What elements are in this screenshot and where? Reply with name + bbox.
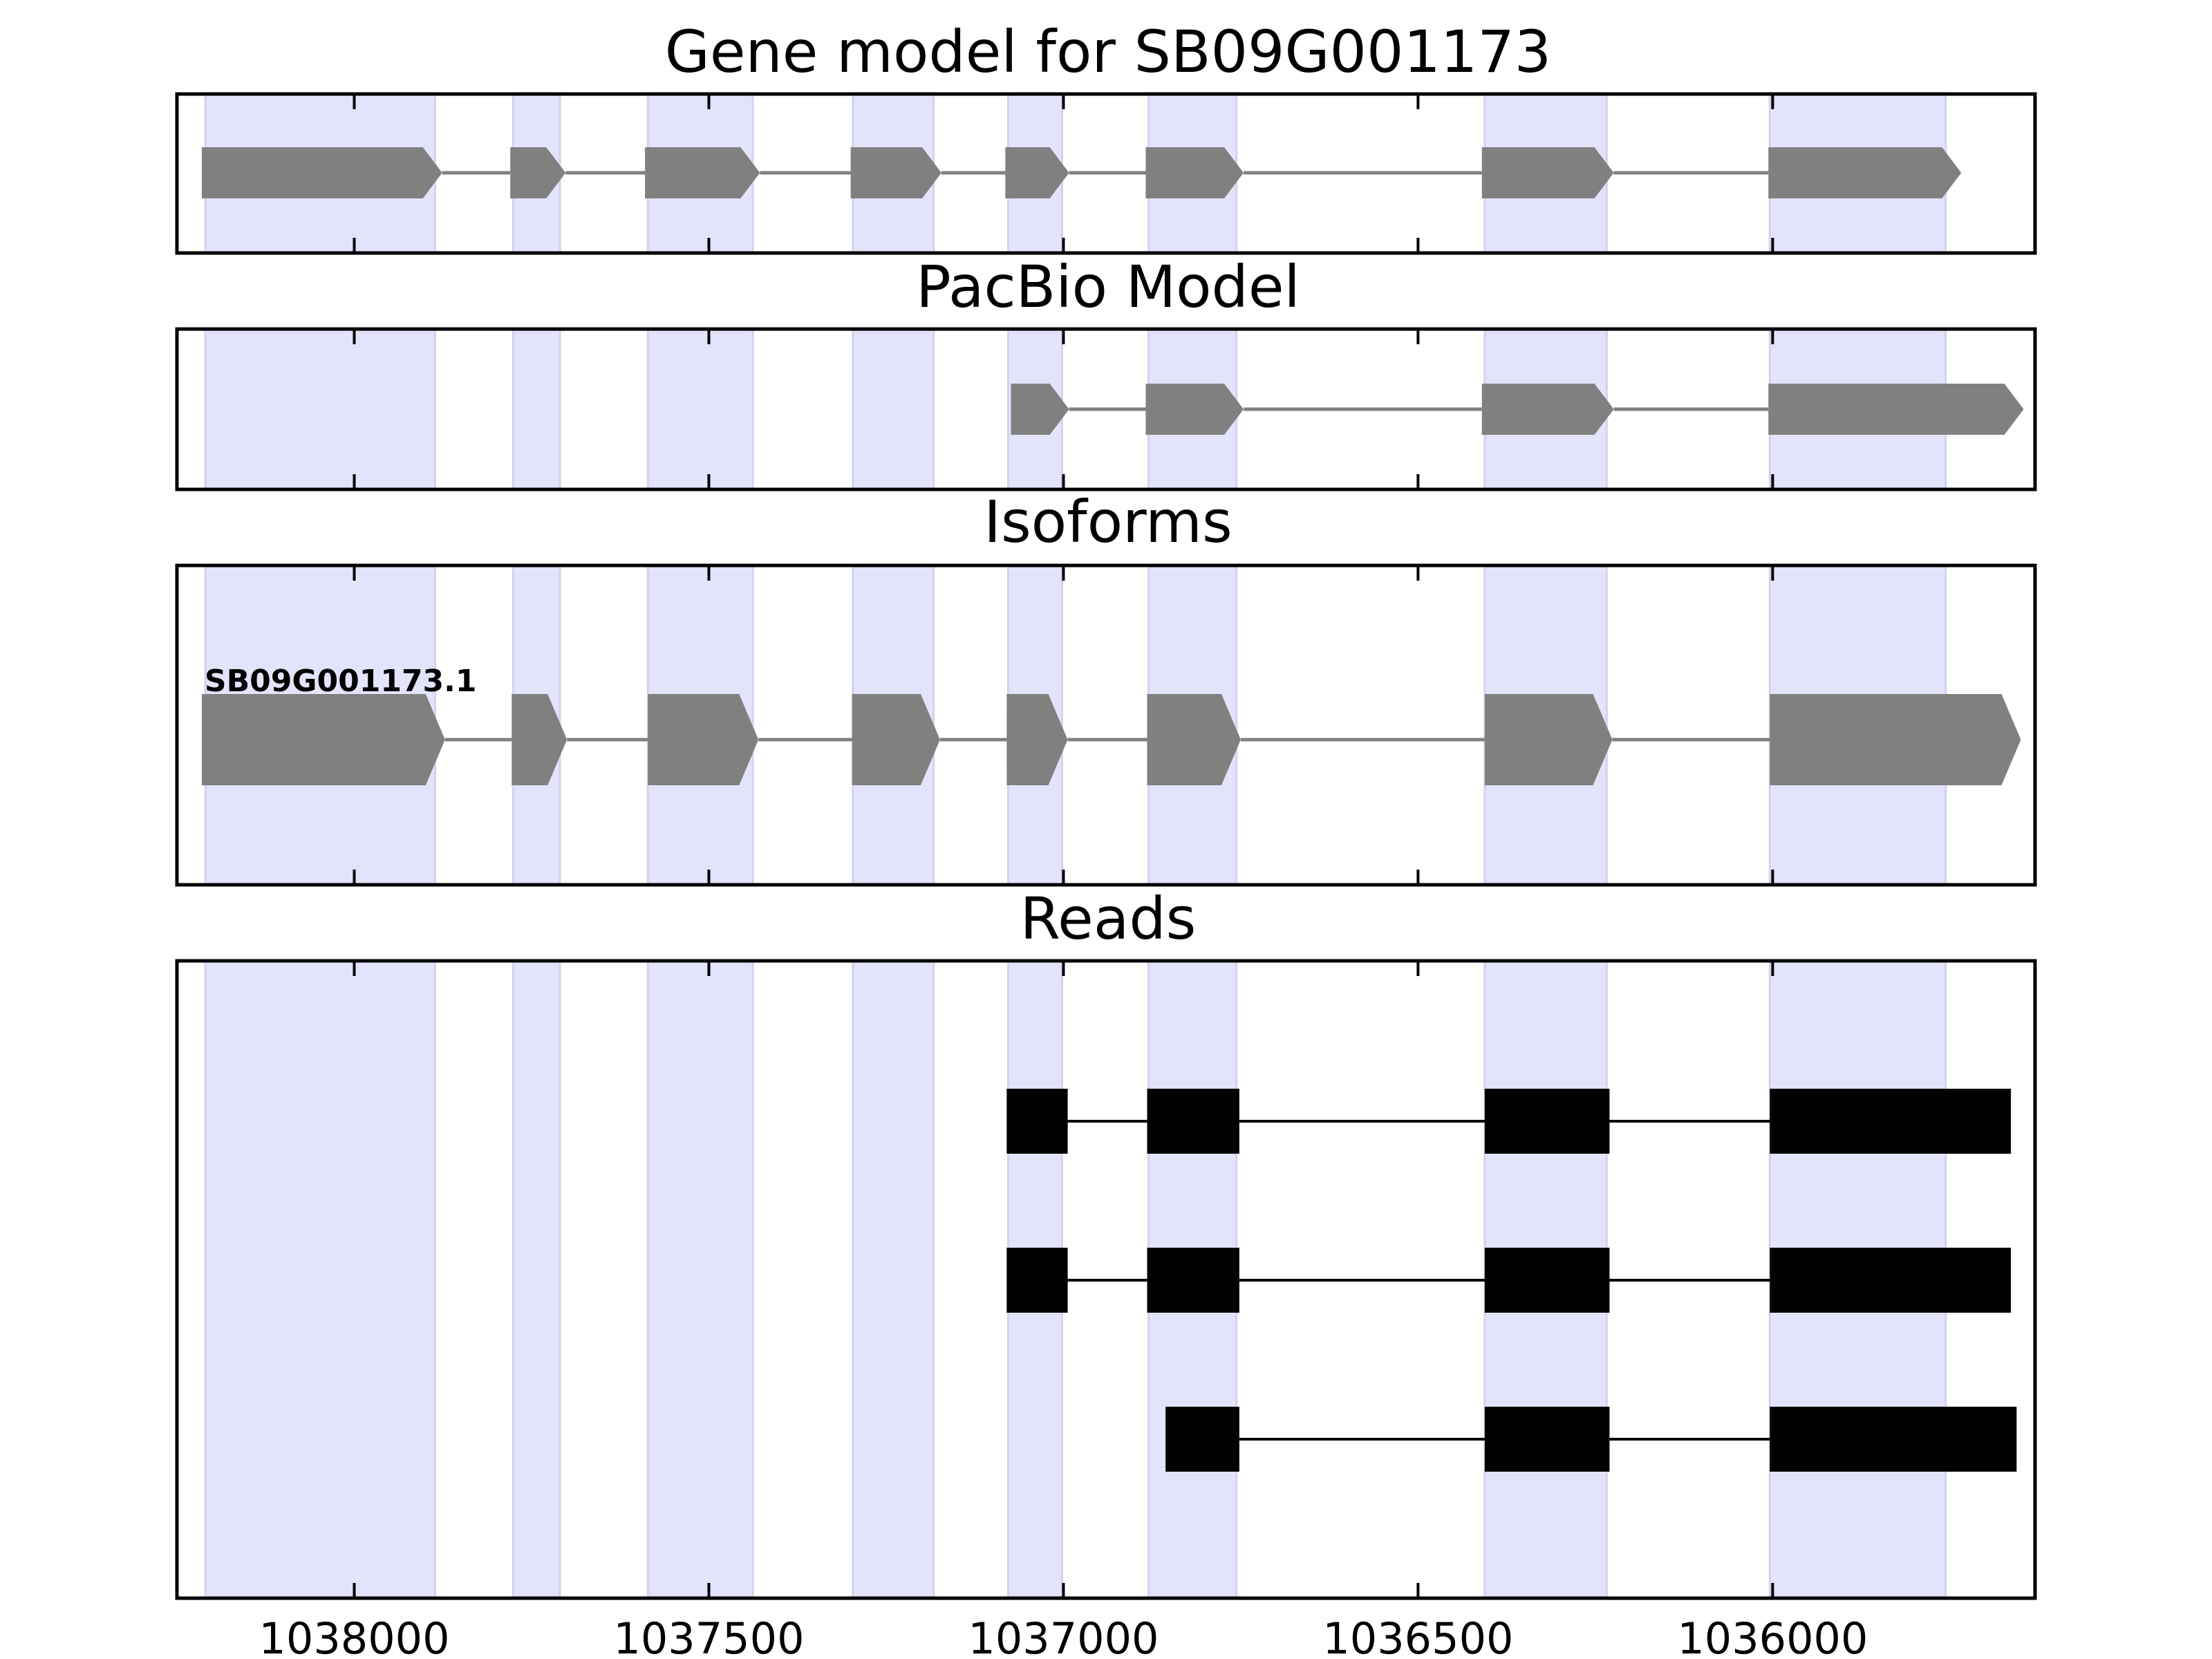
exon-arrow: [1481, 147, 1614, 198]
exon-arrow: [1145, 147, 1244, 198]
gene-model-panel: Gene model for SB09G001173: [175, 18, 2037, 255]
isoform-label: SB09G001173.1: [205, 664, 477, 699]
exon-arrow: [1768, 147, 1962, 198]
exon-arrow: [850, 147, 941, 198]
exon-highlight-band: [852, 328, 935, 491]
exon-arrow: [1770, 694, 2021, 785]
read-exon: [1770, 1089, 2012, 1154]
exon-arrow: [1011, 384, 1069, 435]
read-exon: [1770, 1407, 2017, 1472]
exon-highlight-band: [204, 959, 436, 1600]
isoforms-panel: Isoforms SB09G001173.1: [175, 488, 2037, 887]
gene-model-title: Gene model for SB09G001173: [665, 18, 1551, 86]
exon-arrow: [645, 147, 760, 198]
reads-title: Reads: [1020, 885, 1197, 953]
exon-arrow: [852, 694, 940, 785]
pacbio-model-title: PacBio Model: [916, 253, 1300, 321]
exon-highlight-band: [204, 328, 436, 491]
exon-highlight-band: [852, 959, 935, 1600]
exon-highlight-band: [646, 328, 754, 491]
exon-arrow: [512, 694, 568, 785]
exon-arrow: [1145, 384, 1244, 435]
exon-arrow: [1768, 384, 2024, 435]
exon-arrow: [1484, 694, 1613, 785]
isoforms-title: Isoforms: [984, 488, 1232, 556]
pacbio-model-panel: PacBio Model: [175, 253, 2037, 491]
read-exon: [1484, 1089, 1610, 1154]
read-exon: [1147, 1089, 1239, 1154]
panel-frame: [175, 92, 2037, 255]
exon-arrow: [510, 147, 566, 198]
read-exon: [1006, 1248, 1068, 1313]
x-axis: 1038000 1037500 1037000 1036500 1036000: [259, 1613, 1868, 1659]
x-tick-label: 1037500: [613, 1613, 804, 1659]
exon-arrow: [1147, 694, 1241, 785]
x-tick-label: 1037000: [968, 1613, 1159, 1659]
x-tick-label: 1036500: [1322, 1613, 1513, 1659]
read-exon: [1770, 1248, 2012, 1313]
exon-arrow: [648, 694, 759, 785]
reads-panel: Reads: [175, 885, 2037, 1600]
panel-frame: [175, 327, 2037, 491]
panel-frame: [175, 959, 2037, 1600]
exon-arrow: [1006, 694, 1068, 785]
exon-highlight-band: [512, 959, 561, 1600]
read-exon: [1484, 1407, 1610, 1472]
exon-highlight-band: [646, 959, 754, 1600]
read-exon: [1484, 1248, 1610, 1313]
read-exon: [1165, 1407, 1239, 1472]
exon-arrow: [1481, 384, 1614, 435]
read-exon: [1147, 1248, 1239, 1313]
exon-arrow: [1005, 147, 1069, 198]
read-exon: [1006, 1089, 1068, 1154]
exon-arrow: [201, 694, 445, 785]
x-tick-label: 1038000: [259, 1613, 449, 1659]
x-tick-label: 1036000: [1677, 1613, 1868, 1659]
exon-highlight-band: [512, 328, 561, 491]
panel-frame: [175, 563, 2037, 887]
exon-arrow: [201, 147, 442, 198]
